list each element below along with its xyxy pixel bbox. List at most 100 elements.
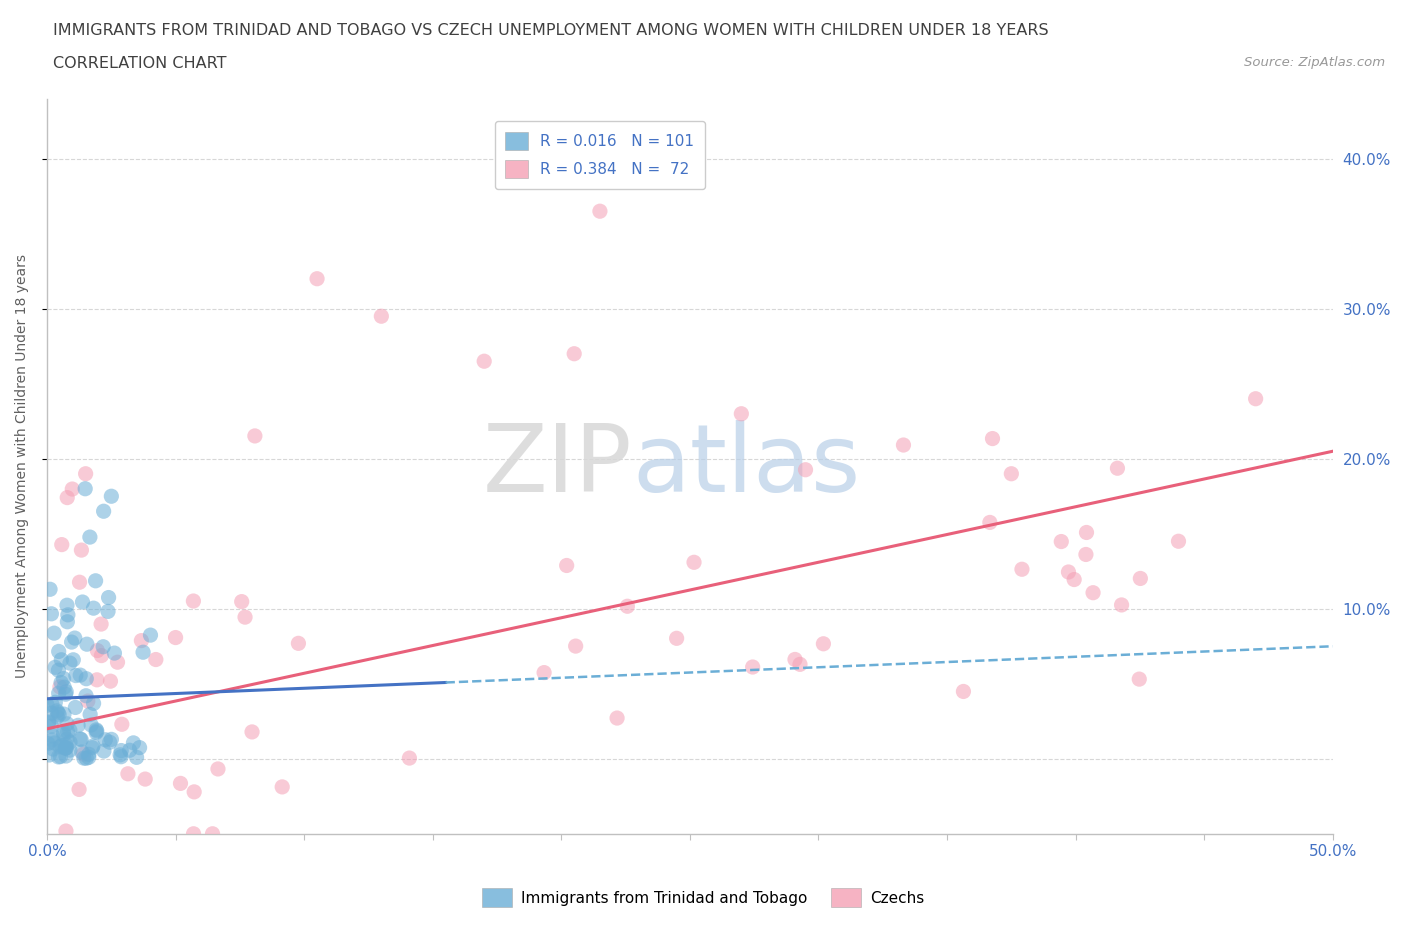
Point [1128,671,1150,686]
Text: atlas: atlas [633,420,860,512]
Point [100,673,122,688]
Point [271,779,294,794]
Text: IMMIGRANTS FROM TRINIDAD AND TOBAGO VS CZECH UNEMPLOYMENT AMONG WOMEN WITH CHILD: IMMIGRANTS FROM TRINIDAD AND TOBAGO VS C… [53,23,1049,38]
Point [86,644,108,658]
Point [72,747,94,762]
Point [165,631,187,645]
Point [84,725,107,740]
Point [59,723,82,737]
Point [111,717,134,732]
Point [110,750,132,764]
Point [86,724,108,738]
Point [1081,585,1104,600]
Point [240,724,263,739]
Point [789,657,811,671]
Point [201,827,224,842]
Point [117,766,139,781]
Point [233,610,256,625]
Point [48,707,70,722]
Point [139,628,162,643]
Point [472,353,495,368]
Point [76,637,98,652]
Point [59,743,82,758]
Point [94,732,117,747]
Point [169,776,191,790]
Point [145,652,167,667]
Point [952,684,974,699]
Point [97,591,120,605]
Point [46,710,69,724]
Point [55,737,77,752]
Point [75,751,97,765]
Point [80,717,103,732]
Point [82,740,104,755]
Point [1129,571,1152,586]
Point [69,575,91,590]
Point [51,538,73,552]
Point [131,633,153,648]
Point [207,762,229,777]
Point [1000,466,1022,481]
Point [69,668,91,683]
Point [183,593,205,608]
Point [59,735,82,750]
Point [48,663,70,678]
Point [39,582,62,597]
Text: ZIP: ZIP [482,420,633,512]
Point [56,598,79,613]
Point [730,406,752,421]
Point [893,438,915,453]
Point [108,748,131,763]
Point [77,747,100,762]
Point [67,718,90,733]
Point [55,740,77,755]
Point [741,659,763,674]
Point [49,675,72,690]
Point [93,504,115,519]
Point [307,272,329,286]
Point [564,639,586,654]
Point [48,750,70,764]
Point [56,724,79,739]
Point [606,711,628,725]
Point [134,772,156,787]
Point [63,631,86,645]
Point [231,594,253,609]
Point [56,607,79,622]
Point [56,716,79,731]
Point [35,698,58,712]
Point [52,671,75,686]
Point [77,750,100,764]
Point [55,749,77,764]
Point [41,606,63,621]
Point [110,743,132,758]
Point [665,631,688,645]
Point [183,827,205,842]
Point [49,680,72,695]
Point [555,558,578,573]
Point [243,429,266,444]
Point [49,739,72,754]
Point [62,652,84,667]
Point [783,652,806,667]
Point [52,724,75,739]
Point [59,656,82,671]
Point [287,636,309,651]
Point [42,626,65,641]
Point [75,466,97,481]
Legend: Immigrants from Trinidad and Tobago, Czechs: Immigrants from Trinidad and Tobago, Cze… [475,883,931,913]
Text: Source: ZipAtlas.com: Source: ZipAtlas.com [1244,56,1385,69]
Point [75,482,97,497]
Point [125,750,148,764]
Point [86,672,108,687]
Point [48,644,70,659]
Point [70,745,93,760]
Point [589,204,612,219]
Point [1244,392,1267,406]
Point [1074,547,1097,562]
Point [107,655,129,670]
Point [183,784,205,799]
Point [55,824,77,839]
Point [51,738,73,753]
Point [48,685,70,700]
